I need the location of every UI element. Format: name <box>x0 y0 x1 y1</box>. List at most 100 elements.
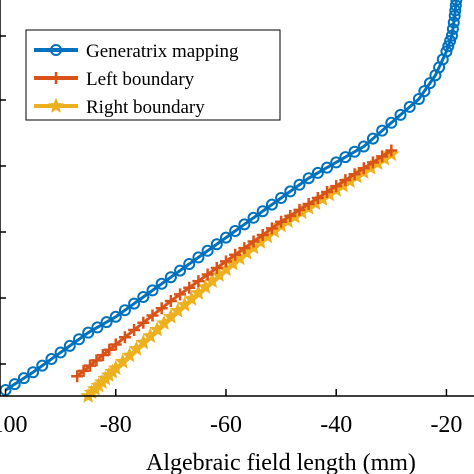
data-point <box>91 321 104 334</box>
data-point <box>247 211 260 224</box>
data-point <box>219 255 232 268</box>
data-point <box>219 231 232 244</box>
data-point <box>302 172 315 185</box>
data-point <box>238 218 251 231</box>
data-point <box>146 284 159 297</box>
data-point <box>103 343 116 356</box>
data-point <box>77 364 90 377</box>
data-point <box>440 45 453 58</box>
data-point <box>155 302 168 315</box>
data-point <box>446 23 459 36</box>
x-tick-label: -20 <box>430 412 462 438</box>
data-point <box>201 268 214 281</box>
data-point <box>385 116 398 129</box>
data-point <box>183 258 196 270</box>
data-point <box>447 16 460 29</box>
data-point <box>27 366 40 379</box>
data-point <box>450 0 463 6</box>
legend-entry: Generatrix mapping <box>34 41 239 62</box>
data-point <box>293 203 306 216</box>
data-point <box>339 174 352 187</box>
data-point <box>357 162 370 175</box>
data-point <box>321 186 334 199</box>
data-point <box>137 316 150 329</box>
data-point <box>330 156 343 169</box>
axes <box>0 0 474 397</box>
data-point <box>449 0 462 12</box>
data-point <box>63 339 76 352</box>
x-tick-label: -100 <box>0 412 28 438</box>
data-point <box>265 222 278 235</box>
data-point <box>444 34 457 47</box>
data-point <box>357 140 370 153</box>
data-point <box>100 316 113 329</box>
data-point <box>82 326 95 339</box>
data-point <box>118 304 131 317</box>
series-line <box>4 0 458 392</box>
data-point <box>54 346 67 359</box>
data-point <box>293 178 306 191</box>
data-point <box>155 277 168 290</box>
series-right-boundary <box>80 146 400 403</box>
data-point <box>192 275 205 288</box>
data-point <box>146 309 159 322</box>
data-point <box>17 372 30 385</box>
data-point <box>442 40 455 53</box>
data-point <box>8 378 21 391</box>
legend-marker <box>50 44 62 56</box>
x-ticks: -100 -80 -60 -40 -20 <box>0 35 462 438</box>
x-tick-label: -60 <box>210 412 242 438</box>
data-point <box>394 108 407 121</box>
data-point <box>247 235 260 248</box>
data-point <box>348 168 361 181</box>
data-point <box>128 324 141 336</box>
plot-area <box>0 0 463 403</box>
data-point <box>71 370 84 383</box>
data-point <box>423 77 436 90</box>
legend-entries: Generatrix mapping Left boundary Right bou… <box>34 41 239 118</box>
data-point <box>90 354 103 367</box>
data-point <box>403 100 416 113</box>
data-point <box>376 124 389 137</box>
data-point <box>348 145 361 158</box>
data-point <box>229 225 242 237</box>
data-point <box>128 297 141 310</box>
data-point <box>238 242 251 255</box>
data-point <box>366 132 379 145</box>
series-left-boundary <box>71 144 398 383</box>
data-point <box>174 288 187 301</box>
data-point <box>275 215 288 228</box>
data-point <box>45 353 58 366</box>
data-point <box>284 209 297 222</box>
data-point <box>321 161 334 174</box>
x-axis-label: Algebraic field length (mm) <box>146 450 416 474</box>
data-point <box>284 185 297 198</box>
data-point <box>256 205 269 218</box>
data-point <box>137 291 150 303</box>
data-point <box>418 85 431 98</box>
data-point <box>311 166 324 179</box>
data-point <box>84 359 97 372</box>
data-point <box>174 264 187 277</box>
data-point <box>164 271 177 284</box>
data-point <box>192 251 205 264</box>
data-point <box>311 192 324 204</box>
legend-entry: Left boundary <box>34 69 195 90</box>
data-point <box>412 93 425 105</box>
x-tick-label: -80 <box>100 412 132 438</box>
data-point <box>385 144 398 157</box>
series-generatrix-mapping <box>0 0 463 397</box>
data-point <box>109 310 122 323</box>
legend-entry: Right boundary <box>34 97 205 118</box>
legend-label: Left boundary <box>86 69 195 90</box>
legend-label: Generatrix mapping <box>86 41 239 62</box>
data-point <box>118 331 131 344</box>
data-point <box>201 244 214 257</box>
data-point <box>210 238 223 251</box>
data-point <box>330 180 343 193</box>
data-point <box>183 281 196 294</box>
x-tick-label: -40 <box>320 412 352 438</box>
legend-label: Right boundary <box>86 97 205 118</box>
legend-marker <box>48 97 64 113</box>
